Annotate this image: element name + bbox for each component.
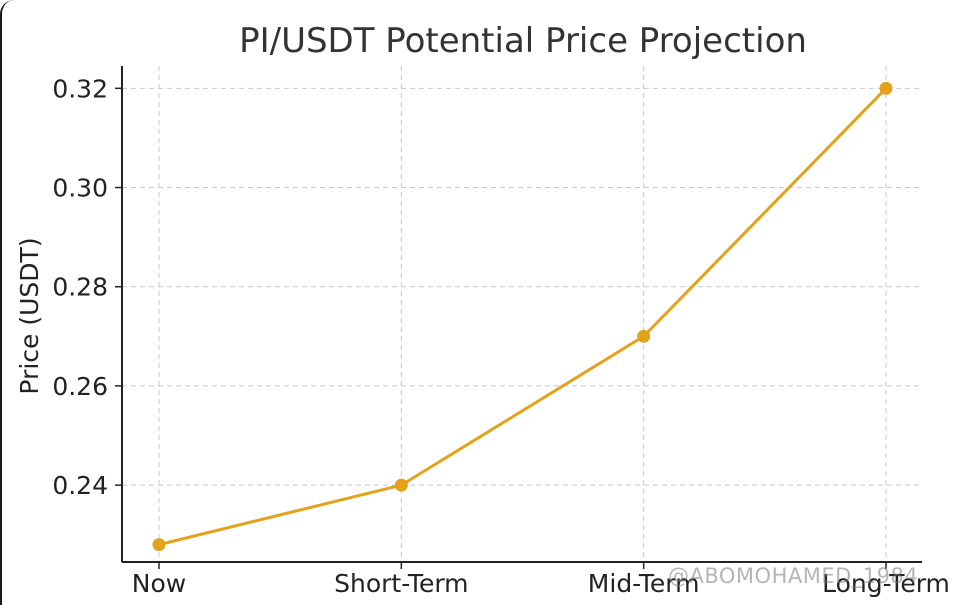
data-point	[637, 329, 651, 343]
y-axis-label: Price (USDT)	[15, 237, 44, 394]
y-tick-label: 0.28	[52, 273, 108, 302]
y-tick-label: 0.30	[52, 174, 108, 203]
y-tick-label: 0.24	[52, 471, 108, 500]
watermark: @ABOMOHAMED_1984	[668, 564, 919, 588]
data-point	[879, 81, 893, 95]
data-point	[394, 478, 408, 492]
x-tick-label: Short-Term	[334, 569, 468, 598]
series-line	[158, 87, 888, 547]
y-tick-label: 0.26	[52, 372, 108, 401]
x-tick-label: Long-Term	[822, 569, 950, 598]
data-point	[152, 538, 166, 552]
x-tick-label: Mid-Term	[588, 569, 700, 598]
x-tick-label: Now	[132, 569, 186, 598]
chart-title: PI/USDT Potential Price Projection	[239, 21, 807, 61]
y-tick-label: 0.32	[52, 74, 108, 103]
